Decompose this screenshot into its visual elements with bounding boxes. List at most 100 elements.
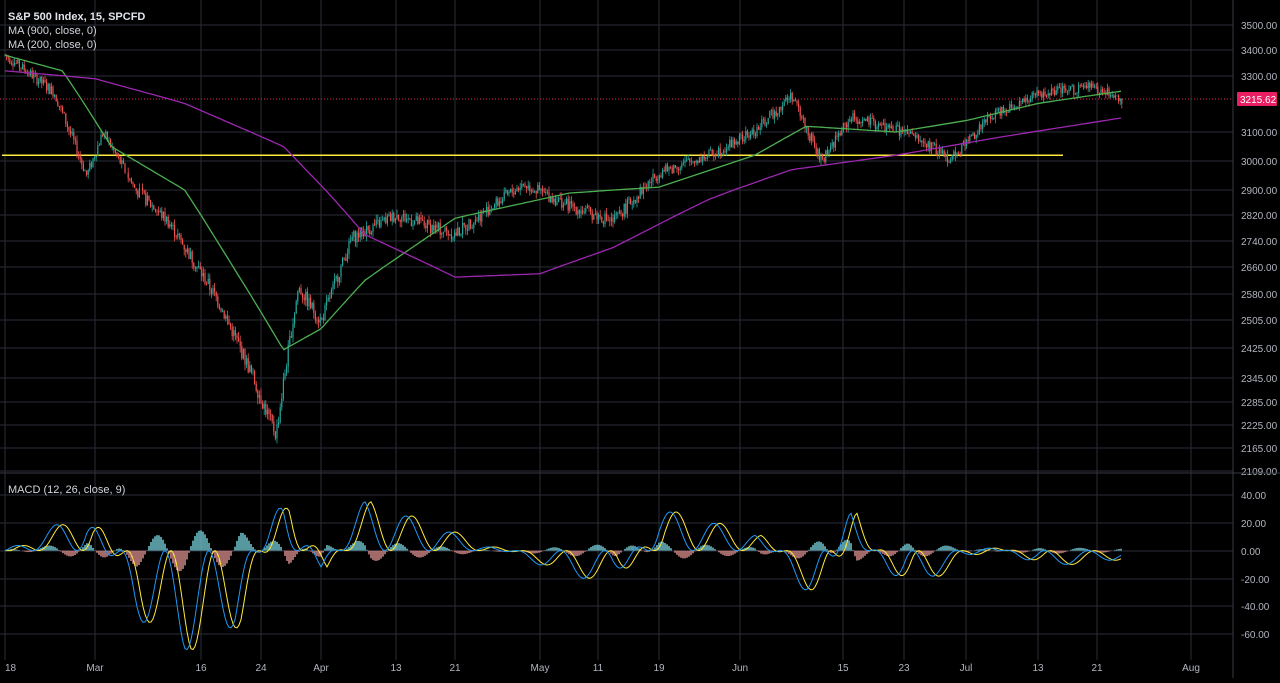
macd-histogram-bar bbox=[210, 548, 212, 550]
candle-body bbox=[496, 198, 497, 204]
macd-histogram-bar bbox=[932, 551, 934, 553]
macd-histogram-bar bbox=[274, 541, 276, 551]
candle-body bbox=[926, 144, 927, 148]
candle-body bbox=[529, 186, 530, 192]
candle-body bbox=[833, 142, 834, 147]
candle-body bbox=[244, 349, 245, 364]
candle-body bbox=[675, 165, 676, 167]
candle-body bbox=[460, 234, 461, 235]
macd-histogram-bar bbox=[1040, 548, 1042, 550]
candle-body bbox=[809, 136, 810, 141]
candle-body bbox=[536, 191, 537, 193]
candle-body bbox=[806, 127, 807, 128]
candle-body bbox=[539, 185, 540, 190]
candle-body bbox=[875, 121, 876, 129]
candle-body bbox=[169, 224, 170, 227]
candle-body bbox=[987, 116, 988, 122]
macd-histogram-bar bbox=[228, 551, 230, 560]
macd-histogram-bar bbox=[602, 547, 604, 551]
macd-histogram-bar bbox=[136, 551, 138, 567]
macd-histogram-bar bbox=[596, 545, 598, 551]
candle-body bbox=[446, 228, 447, 231]
candle-body bbox=[22, 64, 23, 68]
candle-body bbox=[176, 237, 177, 238]
macd-histogram-bar bbox=[1102, 551, 1104, 553]
candle-body bbox=[764, 119, 765, 125]
candle-body bbox=[747, 131, 748, 135]
candle-body bbox=[992, 118, 993, 119]
candle-body bbox=[734, 140, 735, 145]
macd-tick-label: 0.00 bbox=[1241, 547, 1261, 558]
candle-body bbox=[667, 165, 668, 171]
time-tick-label: Aug bbox=[1182, 663, 1200, 674]
macd-histogram-bar bbox=[536, 551, 538, 554]
candle-body bbox=[308, 298, 309, 306]
macd-histogram-bar bbox=[574, 551, 576, 557]
candle-body bbox=[424, 221, 425, 226]
candle-body bbox=[774, 111, 775, 118]
candle-body bbox=[694, 161, 695, 163]
candle-body bbox=[123, 160, 124, 164]
macd-tick-label: 20.00 bbox=[1241, 519, 1266, 530]
candle-body bbox=[72, 133, 73, 134]
candle-body bbox=[248, 358, 249, 372]
candle-body bbox=[603, 223, 604, 224]
candle-body bbox=[1048, 93, 1049, 96]
macd-histogram-bar bbox=[380, 551, 382, 559]
macd-tick-label: 40.00 bbox=[1241, 491, 1266, 502]
macd-histogram-bar bbox=[366, 550, 368, 551]
candle-body bbox=[48, 84, 49, 91]
macd-histogram-bar bbox=[618, 551, 620, 555]
macd-histogram-bar bbox=[368, 551, 370, 555]
candle-body bbox=[731, 140, 732, 148]
macd-histogram-bar bbox=[148, 546, 150, 551]
macd-histogram-bar bbox=[18, 550, 20, 551]
candle-body bbox=[752, 130, 753, 135]
candle-body bbox=[174, 225, 175, 237]
candle-body bbox=[568, 199, 569, 211]
candle-body bbox=[523, 184, 524, 185]
candle-body bbox=[296, 301, 297, 313]
macd-histogram-bar bbox=[750, 547, 752, 550]
candle-body bbox=[952, 155, 953, 160]
candle-body bbox=[504, 191, 505, 199]
macd-histogram-bar bbox=[292, 551, 294, 560]
candle-body bbox=[524, 184, 525, 186]
candle-body bbox=[856, 119, 857, 120]
candle-body bbox=[145, 193, 146, 205]
candle-body bbox=[433, 225, 434, 230]
macd-histogram-bar bbox=[1078, 548, 1080, 551]
candle-body bbox=[182, 240, 183, 244]
macd-histogram-bar bbox=[464, 551, 466, 554]
macd-histogram-bar bbox=[362, 543, 364, 551]
candle-body bbox=[401, 217, 402, 222]
candle-body bbox=[993, 118, 994, 119]
macd-histogram-bar bbox=[558, 548, 560, 550]
price-tick-label: 3100.00 bbox=[1241, 128, 1278, 139]
macd-histogram-bar bbox=[462, 551, 464, 555]
macd-histogram-bar bbox=[904, 545, 906, 551]
price-tick-label: 3300.00 bbox=[1241, 72, 1278, 83]
macd-histogram-bar bbox=[600, 546, 602, 551]
macd-histogram-bar bbox=[718, 551, 720, 553]
candle-body bbox=[707, 156, 708, 157]
candle-body bbox=[579, 210, 580, 213]
macd-histogram-bar bbox=[968, 551, 970, 552]
macd-histogram-bar bbox=[458, 551, 460, 554]
macd-histogram-bar bbox=[180, 551, 182, 571]
macd-histogram-bar bbox=[72, 551, 74, 556]
candle-body bbox=[772, 110, 773, 118]
candle-body bbox=[947, 154, 948, 162]
macd-histogram-bar bbox=[64, 551, 66, 555]
macd-histogram-bar bbox=[802, 551, 804, 557]
candle-body bbox=[249, 365, 250, 372]
candle-body bbox=[595, 213, 596, 215]
macd-histogram-bar bbox=[668, 546, 670, 551]
macd-histogram-bar bbox=[662, 542, 664, 551]
candle-body bbox=[11, 63, 12, 64]
time-tick-label: May bbox=[531, 663, 550, 674]
candle-body bbox=[936, 144, 937, 155]
candle-body bbox=[776, 111, 777, 115]
